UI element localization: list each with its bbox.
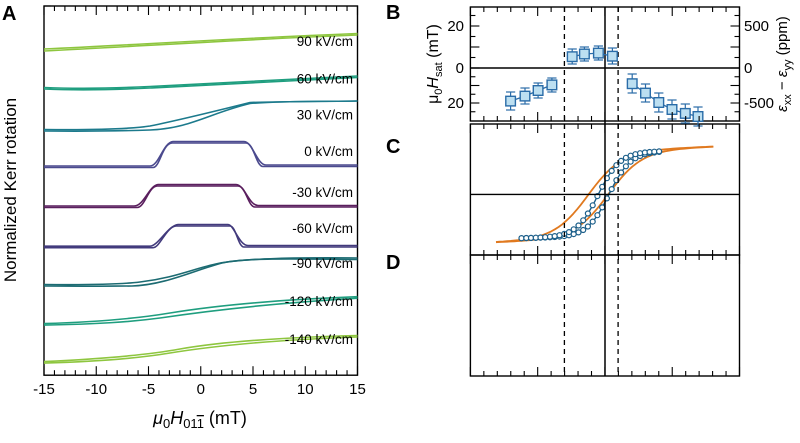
svg-text:A: A: [2, 3, 16, 25]
svg-text:-15: -15: [33, 381, 55, 398]
svg-text:-140 kV/cm: -140 kV/cm: [285, 332, 353, 347]
svg-text:5: 5: [249, 381, 257, 398]
svg-text:0: 0: [456, 60, 464, 77]
svg-text:-500: -500: [744, 95, 774, 112]
svg-text:30 kV/cm: 30 kV/cm: [297, 108, 353, 123]
svg-text:μ0Hsat (mT): μ0Hsat (mT): [425, 24, 445, 104]
svg-text:60 kV/cm: 60 kV/cm: [297, 72, 353, 87]
svg-text:-120 kV/cm: -120 kV/cm: [285, 294, 353, 309]
svg-text:500: 500: [744, 18, 769, 35]
svg-text:-10: -10: [85, 381, 107, 398]
svg-text:20: 20: [447, 95, 464, 112]
svg-text:0 kV/cm: 0 kV/cm: [304, 144, 353, 159]
svg-text:10: 10: [297, 381, 314, 398]
svg-text:C: C: [386, 136, 400, 158]
svg-text:15: 15: [349, 381, 366, 398]
svg-text:90 kV/cm: 90 kV/cm: [297, 34, 353, 49]
svg-text:B: B: [386, 2, 400, 24]
svg-text:εxx − εyy (ppm): εxx − εyy (ppm): [774, 16, 794, 112]
svg-text:-90 kV/cm: -90 kV/cm: [292, 256, 353, 271]
svg-text:Normalized Kerr rotation: Normalized Kerr rotation: [1, 98, 20, 282]
svg-text:D: D: [386, 252, 400, 274]
svg-text:20: 20: [447, 18, 464, 35]
svg-text:-30 kV/cm: -30 kV/cm: [292, 185, 353, 200]
svg-text:0: 0: [197, 381, 205, 398]
svg-text:0: 0: [744, 60, 752, 77]
svg-text:μ0H011 (mT): μ0H011 (mT): [152, 408, 247, 431]
svg-text:-5: -5: [142, 381, 155, 398]
svg-text:-60 kV/cm: -60 kV/cm: [292, 221, 353, 236]
